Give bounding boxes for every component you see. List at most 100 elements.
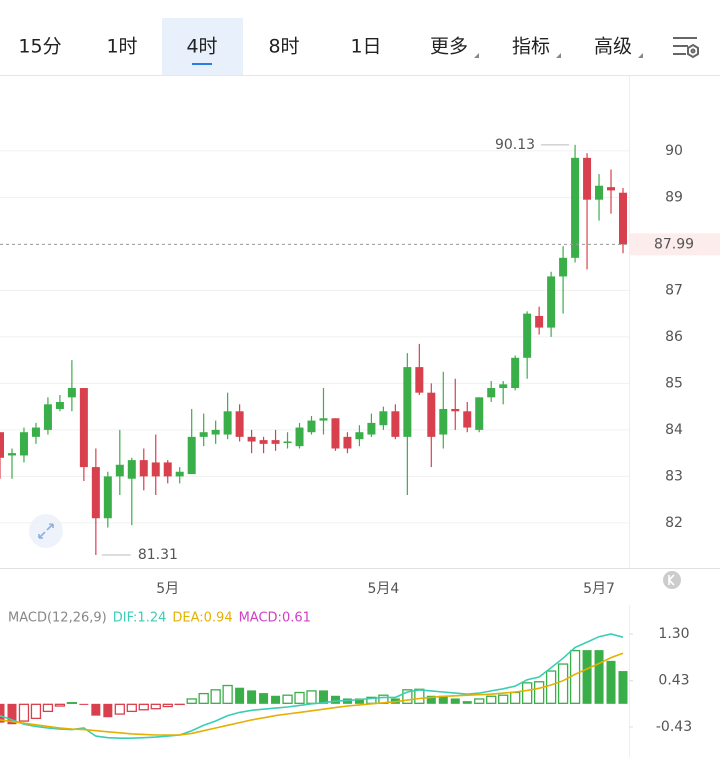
tab[interactable]: 更多 (430, 36, 468, 58)
candle-body (331, 418, 339, 448)
candle-body (116, 465, 124, 477)
macd-bar (43, 704, 52, 711)
current-price-label: 87.99 (654, 236, 694, 252)
candle-body (128, 460, 136, 479)
x-tick-label: 5月 (156, 581, 179, 597)
x-tick-label: 5月7 (583, 581, 615, 597)
y-tick-label: 82 (665, 515, 683, 531)
candle-body (535, 316, 543, 328)
macd-bar (31, 704, 40, 718)
macd-title: MACD(12,26,9) (8, 611, 107, 626)
candle-body (260, 440, 268, 444)
macd-bar (415, 689, 424, 703)
candle-body (8, 453, 16, 455)
y-tick-label: 83 (665, 468, 683, 484)
macd-bar (91, 704, 100, 716)
y-tick-label: 1.30 (658, 626, 689, 642)
candle-body (463, 411, 471, 427)
macd-bar (463, 701, 472, 704)
macd-bar (115, 704, 124, 714)
low-label: 81.31 (138, 547, 178, 563)
tab-underline (192, 63, 212, 65)
macd-bar (595, 650, 604, 704)
candle-body (236, 411, 244, 437)
candle-body (44, 404, 52, 430)
macd-bar (271, 696, 280, 704)
candle-body (176, 472, 184, 477)
candle-body (164, 462, 172, 476)
candle-body (20, 432, 28, 455)
legend-entry: DEA:0.94 (172, 611, 232, 626)
macd-bar (199, 694, 208, 704)
y-tick-label: -0.43 (656, 719, 692, 735)
macd-bar (79, 704, 88, 705)
macd-bar (223, 686, 232, 704)
y-tick-label: 0.43 (658, 673, 689, 689)
tab[interactable]: 1时 (106, 36, 137, 58)
legend-entry: DIF:1.24 (113, 611, 167, 626)
candle-body (547, 276, 555, 327)
candle-body (499, 384, 507, 388)
tab[interactable]: 1日 (350, 36, 381, 58)
macd-bar (547, 671, 556, 703)
candle-body (583, 158, 591, 200)
macd-bar (583, 650, 592, 704)
candle-body (379, 411, 387, 425)
candle-body (451, 409, 459, 411)
macd-bar (139, 704, 148, 709)
candle-body (0, 432, 4, 458)
macd-bar (19, 704, 28, 721)
macd-bar (103, 704, 112, 717)
macd-bar (571, 651, 580, 704)
candle-body (248, 437, 256, 442)
x-tick-label: 5月4 (367, 581, 399, 597)
macd-bar (475, 699, 484, 703)
k-button[interactable] (663, 571, 681, 589)
macd-bar (247, 690, 256, 703)
macd-bar (523, 683, 532, 703)
candle-body (319, 418, 327, 420)
y-tick-label: 84 (665, 422, 683, 438)
macd-bar (511, 693, 520, 704)
candle-body (487, 388, 495, 397)
legend-entry: MACD:0.61 (239, 611, 311, 626)
y-tick-label: 89 (665, 189, 683, 205)
candle-body (355, 432, 363, 439)
macd-bar (487, 696, 496, 703)
candle-body (296, 428, 304, 447)
candle-body (391, 411, 399, 437)
candle-body (188, 437, 196, 474)
candle-body (559, 258, 567, 277)
tab[interactable]: 指标 (512, 36, 550, 58)
macd-bar (295, 693, 304, 704)
candle-body (367, 423, 375, 435)
macd-bar (451, 698, 460, 703)
macd-bar (235, 688, 244, 704)
candle-body (427, 393, 435, 437)
candle-body (32, 428, 40, 437)
candle-body (56, 402, 64, 409)
macd-bar (619, 671, 628, 704)
candle-body (343, 437, 351, 449)
candle-body (200, 432, 208, 437)
y-tick-label: 86 (665, 329, 683, 345)
tab[interactable]: 高级 (594, 36, 632, 58)
candle-body (224, 411, 232, 434)
candle-body (571, 158, 579, 258)
macd-bar (607, 661, 616, 704)
tab[interactable]: 8时 (268, 36, 299, 58)
macd-bar (55, 704, 64, 706)
macd-bar (499, 695, 508, 703)
candle-body (415, 367, 423, 393)
tab[interactable]: 4时 (186, 36, 217, 58)
candle-body (272, 440, 280, 444)
macd-bar (127, 704, 136, 711)
expand-button[interactable] (29, 514, 63, 548)
tab[interactable]: 15分 (18, 36, 61, 58)
candle-body (92, 467, 100, 518)
macd-bar (259, 693, 268, 704)
candle-body (607, 187, 615, 190)
macd-bar (187, 699, 196, 703)
y-tick-label: 90 (665, 143, 683, 159)
